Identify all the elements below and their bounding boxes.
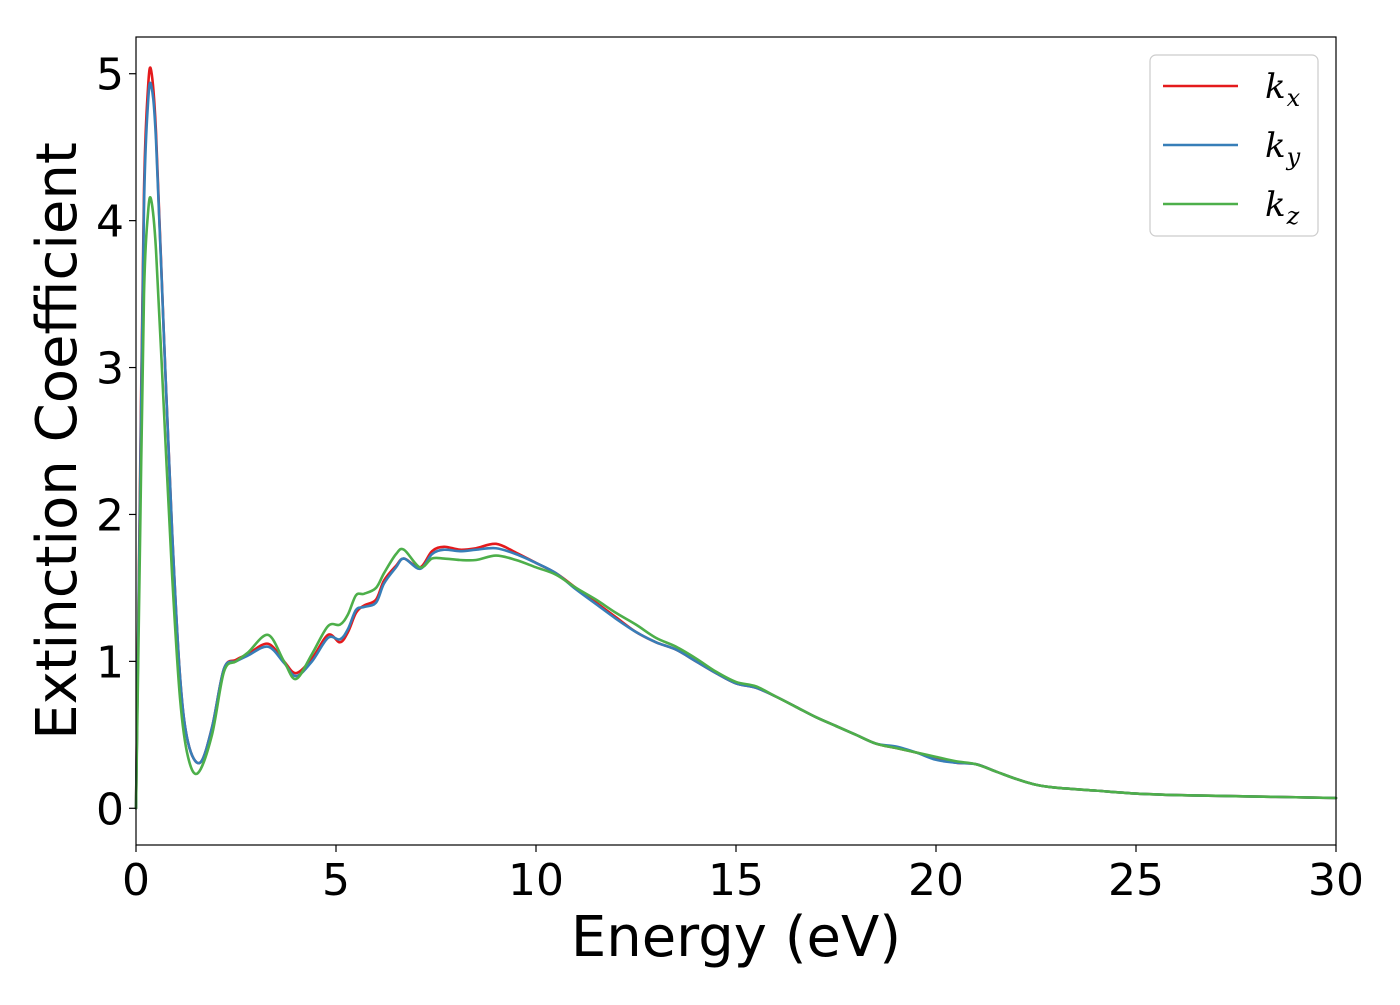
y-tick-label: 1 [96, 637, 124, 688]
x-axis-title: Energy (eV) [571, 905, 901, 970]
legend-label-subscript: z [1286, 202, 1300, 230]
y-tick-label: 3 [96, 344, 124, 395]
y-tick-label: 4 [96, 197, 124, 248]
series-lines [134, 66, 1338, 810]
x-tick-label: 15 [708, 855, 764, 906]
x-tick-label: 5 [322, 855, 350, 906]
x-tick-label: 25 [1108, 855, 1164, 906]
y-tick-label: 5 [96, 50, 124, 101]
legend-label-subscript: y [1286, 143, 1301, 171]
x-tick-label: 0 [122, 855, 150, 906]
x-tick-label: 20 [908, 855, 964, 906]
y-tick-label: 0 [96, 784, 124, 835]
x-axis-ticks: 0 5 10 15 20 25 30 [122, 845, 1364, 906]
series-line-k-z [134, 196, 1338, 810]
legend-label-subscript: x [1287, 84, 1301, 112]
x-tick-label: 10 [508, 855, 564, 906]
y-tick-label: 2 [96, 490, 124, 541]
plot-background [136, 37, 1336, 845]
y-axis-title: Extinction Coefficient [25, 142, 90, 740]
y-axis-ticks: 0 1 2 3 4 5 [96, 50, 136, 835]
series-line-k-y [134, 81, 1338, 810]
x-tick-label: 30 [1308, 855, 1364, 906]
